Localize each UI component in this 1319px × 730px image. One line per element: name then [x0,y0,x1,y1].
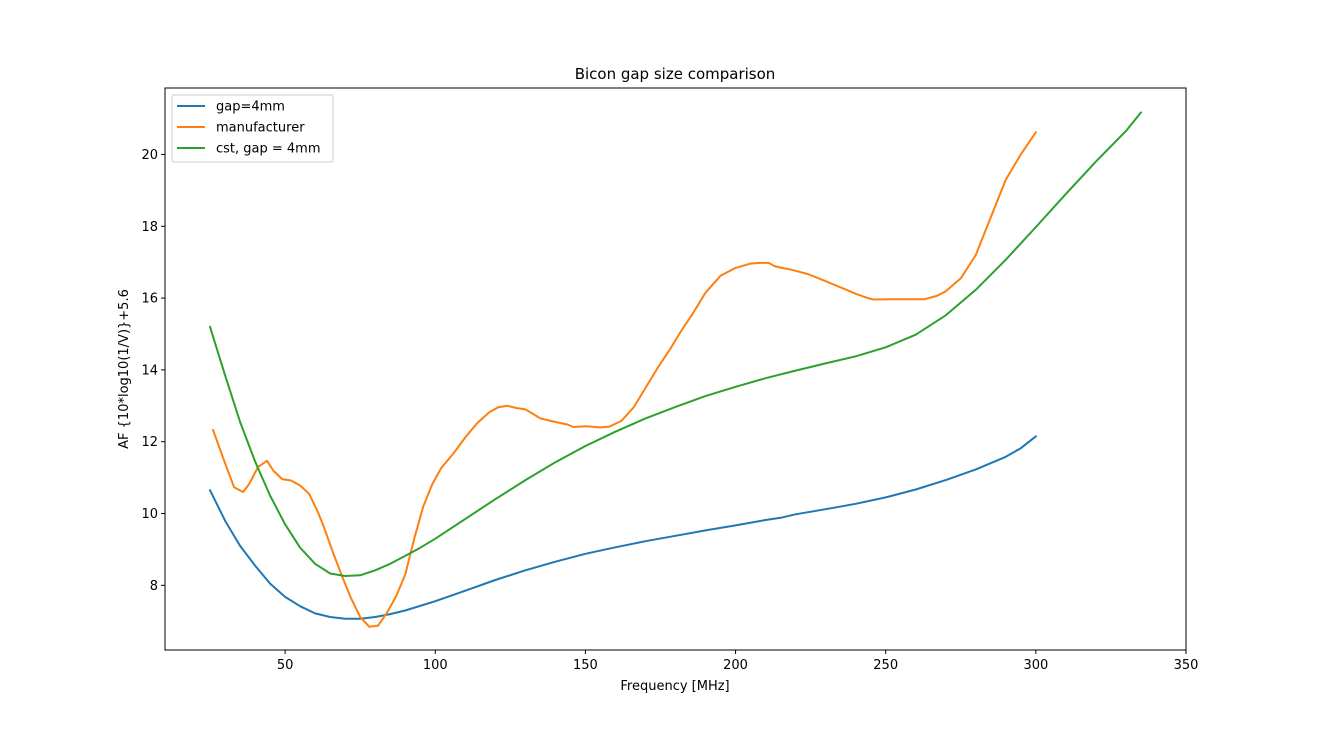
x-tick-label: 150 [573,658,598,673]
x-axis-label: Frequency [MHz] [620,679,729,694]
x-tick-label: 100 [423,658,448,673]
y-tick-label: 20 [141,148,158,163]
x-tick-label: 250 [873,658,898,673]
legend-label-2: cst, gap = 4mm [216,142,321,157]
y-tick-label: 16 [141,292,158,307]
series-line-0 [209,435,1037,620]
x-tick-label: 300 [1023,658,1048,673]
plot-lines [209,111,1142,628]
legend-label-1: manufacturer [216,121,305,136]
legend-label-0: gap=4mm [216,100,285,115]
x-tick-label: 200 [723,658,748,673]
plot-frame [164,87,1187,651]
y-tick-label: 12 [141,435,158,450]
y-tick-label: 14 [141,363,158,378]
legend-box [171,94,334,163]
y-tick-label: 18 [141,220,158,235]
x-axis: 50 100 150 200 250 300 350 [277,650,1199,673]
y-axis-label: AF {10*log10(1/V)}+5.6 [117,289,132,449]
series-line-2 [209,111,1142,577]
legend: gap=4mm manufacturer cst, gap = 4mm [171,94,334,163]
x-tick-label: 50 [277,658,294,673]
chart-title: Bicon gap size comparison [575,65,776,83]
y-tick-label: 8 [150,579,158,594]
x-tick-label: 350 [1174,658,1199,673]
y-axis: 8 10 12 14 16 18 20 [141,148,165,594]
series-line-1 [212,131,1037,628]
y-tick-label: 10 [141,507,158,522]
